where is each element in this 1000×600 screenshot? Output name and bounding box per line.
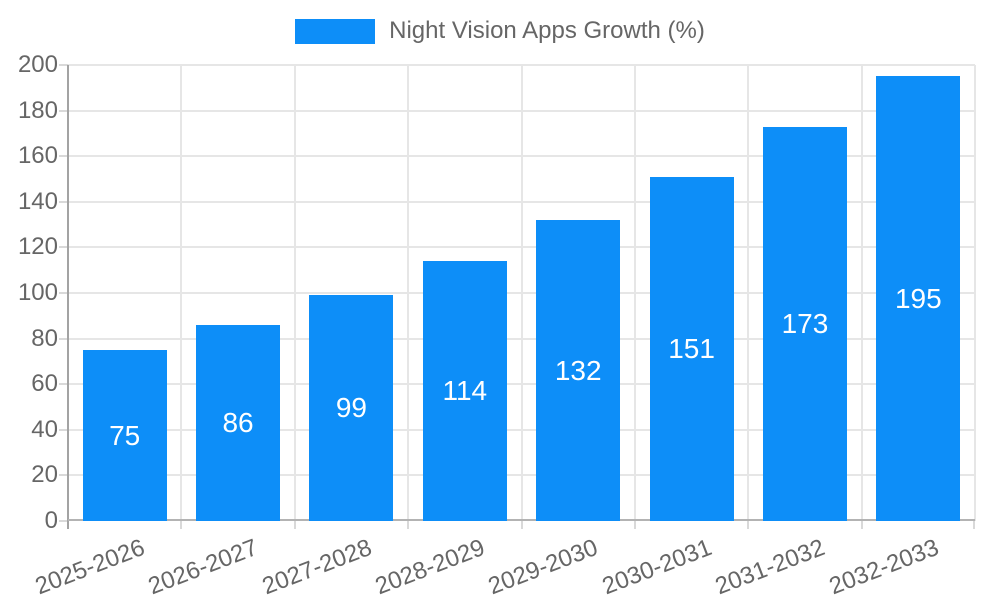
gridline-vertical <box>747 65 750 521</box>
x-axis-tick <box>293 521 296 529</box>
y-tick-label: 200 <box>17 51 58 78</box>
x-axis-tick <box>860 521 863 529</box>
bar[interactable]: 114 <box>422 261 507 521</box>
x-tick-label: 2032-2033 <box>825 533 942 600</box>
x-axis-tick <box>520 521 523 529</box>
legend[interactable]: Night Vision Apps Growth (%) <box>0 16 1000 46</box>
y-axis-tick <box>59 109 68 112</box>
x-tick-label: 2027-2028 <box>258 533 376 600</box>
y-axis-tick <box>59 337 68 340</box>
bar-value-label: 132 <box>554 354 602 386</box>
bar[interactable]: 99 <box>309 295 394 521</box>
gridline-vertical <box>293 65 296 521</box>
bar-value-label: 195 <box>894 282 942 314</box>
x-axis-tick <box>973 521 975 529</box>
bar[interactable]: 173 <box>762 126 847 521</box>
x-tick-label: 2029-2030 <box>485 533 602 600</box>
x-axis-line <box>68 519 975 521</box>
y-tick-label: 60 <box>31 370 58 398</box>
plot-area: 0 20 40 60 80 100 120 140 160 180 200 75 2025-2026 86… <box>18 51 976 600</box>
y-axis-line <box>67 65 69 529</box>
y-axis-tick <box>59 383 68 386</box>
x-axis-tick <box>747 521 750 529</box>
gridline-vertical <box>180 65 183 521</box>
bar-value-label: 151 <box>668 332 715 364</box>
bar[interactable]: 86 <box>196 324 281 521</box>
bar[interactable]: 151 <box>649 176 734 521</box>
y-tick-label: 40 <box>31 415 58 443</box>
y-axis-tick <box>59 292 68 294</box>
gridline-vertical <box>974 65 976 521</box>
bar-value-label: 173 <box>781 307 829 339</box>
gridline-vertical <box>407 65 410 521</box>
y-tick-label: 0 <box>44 507 58 534</box>
x-tick-label: 2028-2029 <box>371 533 489 600</box>
y-tick-label: 160 <box>17 142 58 170</box>
y-axis-tick <box>59 520 68 522</box>
x-tick-label: 2026-2027 <box>144 533 262 600</box>
y-axis-tick <box>59 474 68 477</box>
bar-value-label: 86 <box>222 406 254 438</box>
y-tick-label: 100 <box>17 279 58 306</box>
bar-value-label: 114 <box>442 375 488 407</box>
y-tick-label: 180 <box>17 96 58 124</box>
y-axis-tick <box>59 428 68 431</box>
bar-value-label: 99 <box>335 392 368 424</box>
y-axis-tick <box>59 200 68 203</box>
y-tick-label: 120 <box>17 233 58 261</box>
bar[interactable]: 195 <box>876 76 961 521</box>
x-tick-label: 2025-2026 <box>31 533 149 600</box>
x-tick-label: 2030-2031 <box>598 533 716 600</box>
gridline-vertical <box>860 65 863 521</box>
x-axis-tick <box>180 521 183 529</box>
y-tick-label: 140 <box>17 187 58 215</box>
y-tick-label: 20 <box>31 461 58 489</box>
bar[interactable]: 132 <box>536 220 621 521</box>
y-tick-label: 80 <box>31 324 58 352</box>
x-axis-tick <box>633 521 636 529</box>
y-axis-tick <box>59 155 68 158</box>
gridline-vertical <box>520 65 523 521</box>
x-axis-tick <box>407 521 410 529</box>
x-tick-label: 2031-2032 <box>711 533 829 600</box>
legend-label: Night Vision Apps Growth (%) <box>389 17 705 44</box>
gridline-vertical <box>633 65 636 521</box>
bar-value-label: 75 <box>109 419 141 451</box>
bar[interactable]: 75 <box>82 350 167 521</box>
y-axis-tick <box>59 64 68 66</box>
legend-swatch[interactable] <box>295 18 376 44</box>
y-axis-tick <box>59 246 68 249</box>
